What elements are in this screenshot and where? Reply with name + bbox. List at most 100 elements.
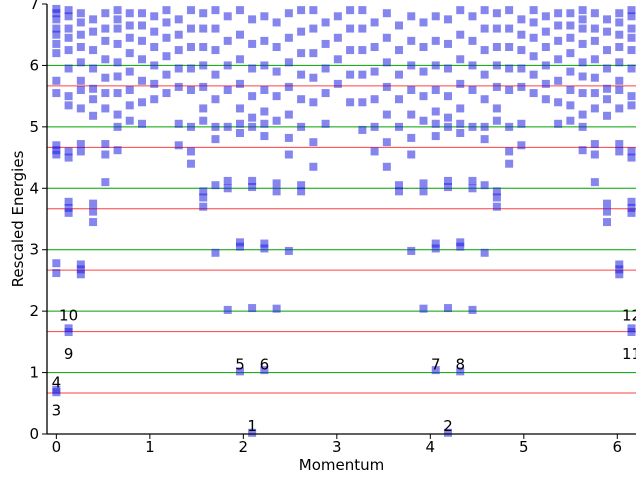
data-point [554,76,563,85]
data-point [199,187,208,196]
data-point [297,122,306,131]
data-point [101,89,110,98]
data-point [223,176,232,185]
data-point [603,15,612,24]
data-point [541,95,550,104]
data-point [615,18,624,27]
data-point [272,187,281,196]
data-point [431,239,440,248]
data-point [64,33,73,42]
data-point [578,122,587,131]
data-point [382,33,391,42]
x-tick-label: 3 [332,438,342,456]
data-point [150,43,159,51]
data-point [554,119,563,128]
level-annotation: 9 [64,345,74,363]
data-point [89,15,98,24]
data-point [566,33,575,42]
data-point [480,24,489,33]
data-point [52,141,61,150]
data-point [603,95,612,104]
data-point [76,104,85,113]
data-point [529,6,538,15]
data-point [125,9,134,18]
data-point [615,147,624,156]
data-point [76,30,85,39]
data-point [284,9,293,18]
data-point [431,12,440,21]
data-point [309,24,318,33]
data-point [321,64,330,73]
data-point [284,58,293,67]
data-point [89,27,98,36]
data-point [64,92,73,101]
data-point [89,95,98,104]
data-point [101,150,110,159]
y-tick-label: 5 [29,118,39,136]
data-point [346,24,355,33]
data-point [554,98,563,107]
data-point [248,39,257,48]
data-point [162,70,171,79]
data-point [186,43,195,51]
data-point [603,64,612,73]
data-point [235,242,244,251]
data-point [235,55,244,64]
data-point [407,12,416,21]
data-point [101,9,110,18]
data-point [101,36,110,45]
data-point [89,218,98,227]
data-point [480,6,489,15]
data-point [113,89,122,98]
data-point [627,324,636,333]
x-tick-label: 5 [519,438,529,456]
data-point [541,61,550,70]
data-point [186,86,195,94]
data-point [52,4,61,13]
data-point [76,76,85,85]
data-point [150,79,159,88]
data-point [492,82,501,91]
data-point [186,159,195,168]
data-point [260,36,269,45]
data-point [89,84,98,93]
data-point [199,202,208,211]
data-point [346,46,355,55]
data-point [615,265,624,274]
level-annotation: 3 [52,402,62,420]
data-point [52,76,61,85]
data-point [297,187,306,196]
data-point [248,92,257,101]
data-point [76,270,85,279]
data-point [137,119,146,128]
data-point [235,129,244,137]
data-point [492,187,501,196]
data-point [223,12,232,21]
data-point [248,122,257,131]
data-point [223,305,232,314]
data-point [64,46,73,55]
data-point [382,138,391,147]
data-point [333,33,342,42]
data-point [590,178,599,187]
data-point [615,76,624,85]
data-point [150,27,159,36]
data-point [321,39,330,48]
data-point [260,107,269,116]
data-point [248,428,257,437]
data-point [64,197,73,206]
data-point [76,260,85,269]
data-point [137,36,146,45]
data-point [211,95,220,104]
data-point [443,176,452,185]
data-point [309,6,318,15]
data-point [419,116,428,125]
data-point [431,132,440,141]
data-point [52,9,61,18]
data-point [431,244,440,253]
data-point [137,21,146,30]
data-point [505,159,514,168]
data-point [309,138,318,147]
data-point [76,265,85,274]
